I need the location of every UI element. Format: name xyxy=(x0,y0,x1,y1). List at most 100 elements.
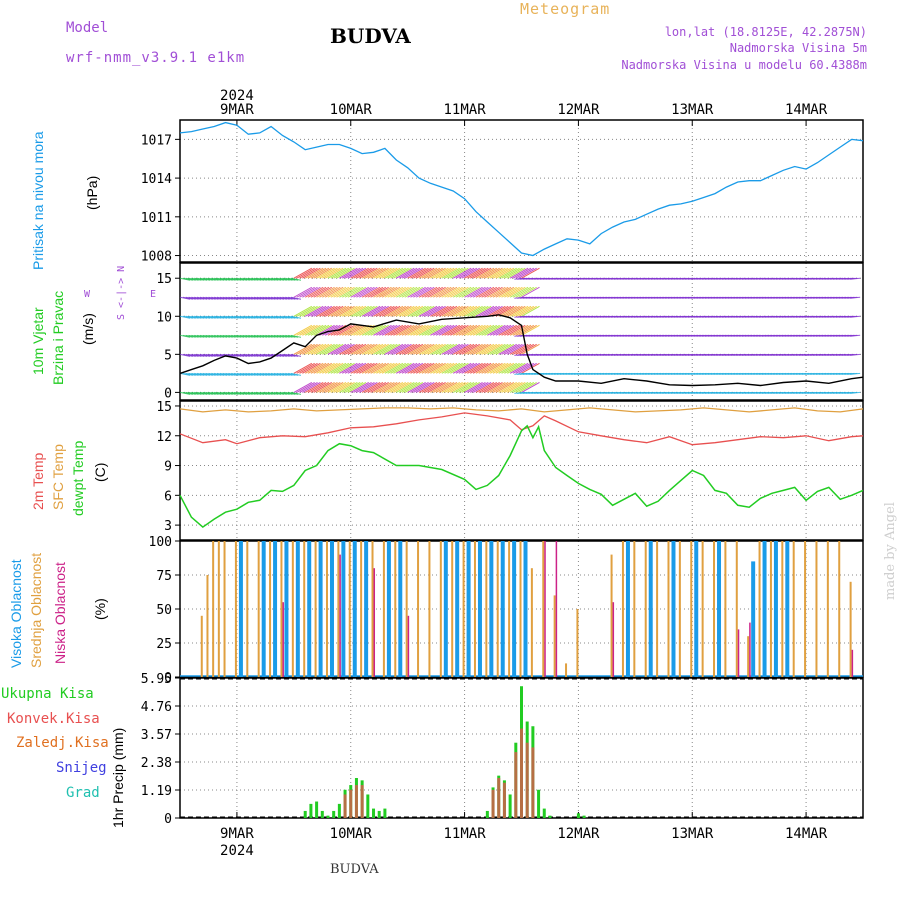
wind-barb-227 xyxy=(270,334,282,338)
wind-barb-573 xyxy=(410,267,429,279)
ytick-label-cloud-0: 0 xyxy=(164,671,172,686)
wind-barb-76 xyxy=(208,277,219,281)
cloud-bar-1-45 xyxy=(713,541,716,677)
cloud-bar-0-6 xyxy=(318,541,323,677)
wind-barb-23 xyxy=(188,353,199,357)
wind-barb-207 xyxy=(262,315,273,319)
wind-barb-319 xyxy=(307,305,327,317)
wind-barb-604 xyxy=(424,343,443,355)
station-title: BUDVA xyxy=(330,24,411,48)
wind-barb-433 xyxy=(353,267,372,279)
wind-barb-477 xyxy=(373,362,392,374)
wind-barb-162 xyxy=(245,372,256,376)
cloud-bar-0-20 xyxy=(523,541,528,677)
wind-barb-171 xyxy=(248,334,259,338)
wind-barb-529 xyxy=(393,305,412,317)
wind-barb-687 xyxy=(458,362,478,374)
precip-bar-1-9 xyxy=(525,742,529,818)
wind-barb-191 xyxy=(256,353,267,357)
wind-barb-500 xyxy=(381,324,401,336)
wind-barb-211 xyxy=(265,372,276,376)
precip-label-total: Ukupna Kisa xyxy=(1,686,94,702)
wind-barb-697 xyxy=(461,305,480,317)
wind-barb-198 xyxy=(259,353,270,357)
wind-barb-568 xyxy=(410,362,429,374)
wind-barb-725 xyxy=(472,305,492,317)
wind-barb-617 xyxy=(430,362,449,374)
wind-barb-230 xyxy=(270,277,282,281)
wind-barb-425 xyxy=(350,286,369,298)
wind-barb-737 xyxy=(478,343,498,355)
cloud-bar-0-25 xyxy=(717,541,722,677)
wind-barb-563 xyxy=(407,324,426,336)
wind-barb-13 xyxy=(182,277,193,281)
wind-barb-681 xyxy=(455,343,475,355)
wind-barb-835 xyxy=(518,343,537,355)
wind-barb-196 xyxy=(259,391,270,395)
wind-barb-470 xyxy=(370,362,389,374)
wind-barb-27 xyxy=(188,277,199,281)
cloud-bar-2-4 xyxy=(544,541,546,677)
wind-barb-240 xyxy=(276,353,287,357)
wind-barb-189 xyxy=(256,391,267,395)
wind-barb-158 xyxy=(242,315,253,319)
wind-barb-585 xyxy=(415,305,435,317)
wind-barb-696 xyxy=(461,324,480,336)
wind-barb-102 xyxy=(219,315,230,319)
cloud-bar-1-19 xyxy=(394,541,397,677)
wind-barb-511 xyxy=(387,381,406,393)
wind-barb-449 xyxy=(361,362,381,374)
model-label: Model xyxy=(66,20,109,36)
wind-barb-599 xyxy=(421,305,441,317)
wind-barb-391 xyxy=(336,267,355,279)
wind-barb-4 xyxy=(179,315,191,319)
wind-barb-623 xyxy=(433,381,452,393)
wind-barb-62 xyxy=(202,277,213,281)
wind-barb-683 xyxy=(455,305,475,317)
wind-barb-709 xyxy=(467,343,486,355)
wind-barb-421 xyxy=(350,362,369,374)
wind-barb-392 xyxy=(339,381,358,393)
ytick-label-precip-0: 0 xyxy=(164,812,172,827)
wind-barb-131 xyxy=(231,296,242,300)
wind-barb-677 xyxy=(452,286,472,298)
wind-barb-650 xyxy=(441,267,461,279)
wind-barb-726 xyxy=(472,286,492,298)
wind-barb-382 xyxy=(333,305,352,317)
wind-barb-762 xyxy=(487,267,506,279)
wind-barb-514 xyxy=(387,324,406,336)
wind-barb-679 xyxy=(455,381,475,393)
precip-bar-1-4 xyxy=(491,789,495,818)
wind-barb-130 xyxy=(231,315,242,319)
cloud-bar-1-22 xyxy=(428,541,431,677)
cloud-bar-0-1 xyxy=(261,541,266,677)
wind-barb-447 xyxy=(359,267,378,279)
wind-barb-39 xyxy=(194,315,205,319)
wind-barb-606 xyxy=(424,305,443,317)
cloud-bar-2-6 xyxy=(612,602,615,677)
wind-barb-371 xyxy=(330,381,350,393)
wind-barb-358 xyxy=(324,362,344,374)
wind-barb-575 xyxy=(413,362,432,374)
wind-barb-181 xyxy=(251,277,262,281)
wind-barb-523 xyxy=(390,286,409,298)
wind-barb-214 xyxy=(265,315,276,319)
wind-barb-583 xyxy=(415,343,435,355)
wind-barb-332 xyxy=(313,324,332,336)
wind-barb-290 xyxy=(296,324,315,336)
wind-barb-313 xyxy=(304,286,324,298)
wind-barb-275 xyxy=(290,353,302,357)
wind-barb-348 xyxy=(319,286,338,298)
wind-barb-417 xyxy=(347,305,367,317)
wind-barb-395 xyxy=(339,324,358,336)
wind-barb-268 xyxy=(288,353,299,357)
wind-barb-580 xyxy=(413,267,432,279)
wind-barb-44 xyxy=(196,353,208,357)
wind-barb-325 xyxy=(310,324,330,336)
wind-barb-166 xyxy=(245,296,256,300)
wind-barb-272 xyxy=(288,277,299,281)
wind-barb-155 xyxy=(242,372,253,376)
wind-barb-711 xyxy=(467,305,486,317)
wind-barb-801 xyxy=(504,324,523,336)
